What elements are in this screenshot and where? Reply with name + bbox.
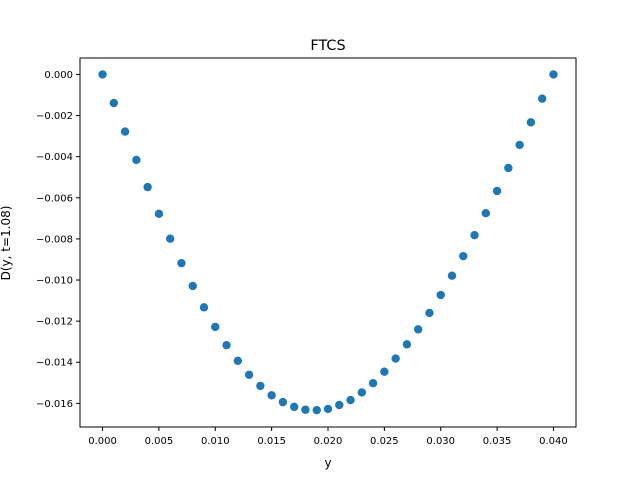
data-point xyxy=(256,381,265,391)
data-point xyxy=(267,391,276,400)
x-axis-ticks: 0.000 0.005 0.010 0.015 0.020 0.025 0.030 0.035… xyxy=(88,427,568,447)
y-tick-label: −0.004 xyxy=(36,152,73,163)
data-point xyxy=(312,405,321,415)
data-point xyxy=(154,209,164,219)
data-point xyxy=(504,163,513,173)
data-points xyxy=(98,70,558,415)
x-tick-label: 0.030 xyxy=(426,436,455,447)
y-tick-label: −0.006 xyxy=(36,193,73,204)
data-point xyxy=(413,325,423,334)
data-point xyxy=(380,367,389,376)
y-tick-label: 0.000 xyxy=(44,70,73,81)
data-point xyxy=(470,231,479,240)
data-point xyxy=(402,340,412,349)
data-point xyxy=(120,127,130,136)
x-tick-label: 0.020 xyxy=(314,436,343,447)
x-tick-label: 0.010 xyxy=(201,436,230,447)
x-tick-label: 0.025 xyxy=(370,436,399,447)
data-point xyxy=(335,400,344,410)
y-tick-label: −0.016 xyxy=(36,399,73,410)
data-point xyxy=(301,405,310,414)
x-axis-label: y xyxy=(324,456,331,470)
x-tick-label: 0.035 xyxy=(483,436,512,447)
data-point xyxy=(425,308,434,318)
data-point xyxy=(549,70,558,79)
data-point xyxy=(222,340,231,350)
data-point xyxy=(492,186,502,196)
y-tick-label: −0.014 xyxy=(36,358,73,369)
data-point xyxy=(244,370,254,379)
data-point xyxy=(233,356,243,366)
data-point xyxy=(188,281,197,291)
y-tick-label: −0.008 xyxy=(36,234,73,245)
data-point xyxy=(177,258,186,268)
data-point xyxy=(481,209,491,218)
data-point xyxy=(436,290,445,300)
plot-frame xyxy=(79,57,577,428)
y-tick-label: −0.010 xyxy=(36,276,73,287)
data-point xyxy=(526,118,536,127)
data-point xyxy=(391,354,400,363)
data-point xyxy=(459,251,468,261)
data-point xyxy=(132,155,141,165)
x-tick-label: 0.000 xyxy=(88,436,117,447)
y-axis-ticks: 0.000 −0.002 −0.004 −0.006 −0.008 −0.010 −0.01… xyxy=(36,70,80,410)
y-tick-label: −0.002 xyxy=(36,111,73,122)
data-point xyxy=(143,182,152,192)
data-point xyxy=(447,271,457,280)
data-point xyxy=(98,70,107,79)
data-point xyxy=(357,388,367,397)
y-axis-label: D(y, t=1.08) xyxy=(0,206,13,281)
x-tick-label: 0.040 xyxy=(539,436,568,447)
data-point xyxy=(346,395,355,405)
data-point xyxy=(537,94,547,103)
data-point xyxy=(199,303,209,312)
data-point xyxy=(109,98,119,108)
data-point xyxy=(165,234,175,243)
data-point xyxy=(368,379,378,388)
data-point xyxy=(323,404,333,414)
data-point xyxy=(211,322,220,332)
x-tick-label: 0.015 xyxy=(257,436,286,447)
data-point xyxy=(515,140,524,150)
data-point xyxy=(289,402,299,412)
x-tick-label: 0.005 xyxy=(145,436,174,447)
chart-title: FTCS xyxy=(310,38,345,54)
data-point xyxy=(278,397,288,407)
y-tick-label: −0.012 xyxy=(36,317,73,328)
